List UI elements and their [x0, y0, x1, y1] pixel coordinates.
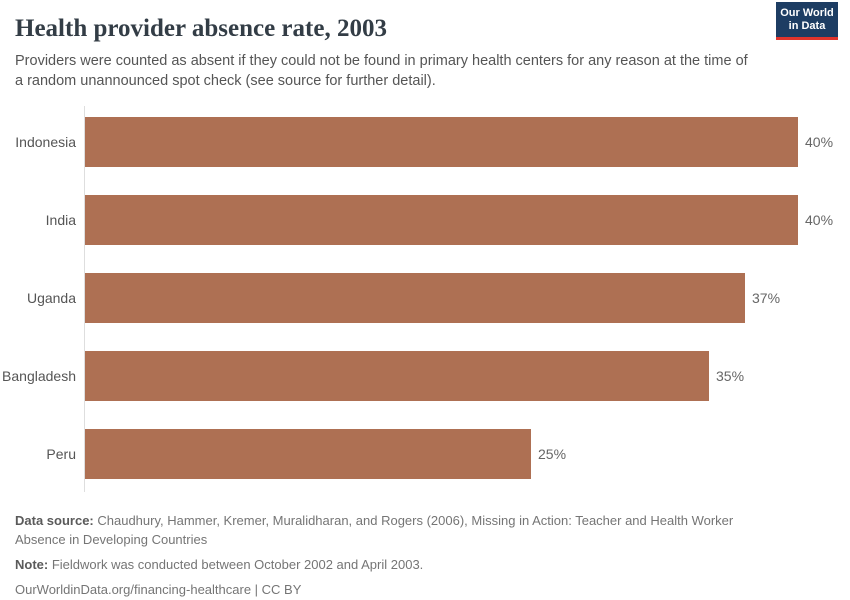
category-label: Indonesia — [15, 134, 76, 150]
value-label: 37% — [752, 290, 781, 306]
bar-row: Indonesia 40% — [0, 117, 850, 167]
chart-header: Health provider absence rate, 2003 Provi… — [15, 12, 835, 91]
page-subtitle: Providers were counted as absent if they… — [15, 53, 748, 89]
bar-row: India 40% — [0, 195, 850, 245]
citation-link[interactable]: OurWorldinData.org/financing-healthcare … — [15, 582, 302, 597]
bar[interactable] — [85, 273, 745, 323]
category-label: India — [45, 212, 76, 228]
value-label: 25% — [538, 446, 567, 462]
category-label: Bangladesh — [2, 368, 76, 384]
owid-logo-line1: Our World — [780, 6, 834, 19]
bar-row: Bangladesh 35% — [0, 351, 850, 401]
data-source-label: Data source: — [15, 513, 94, 528]
category-label: Uganda — [26, 290, 76, 306]
owid-logo-line2: in Data — [788, 19, 826, 32]
value-label: 35% — [716, 368, 745, 384]
value-label: 40% — [805, 212, 834, 228]
y-axis-line — [84, 106, 85, 492]
note-line: Note: Fieldwork was conducted between Oc… — [15, 555, 785, 574]
data-source-line: Data source: Chaudhury, Hammer, Kremer, … — [15, 511, 785, 549]
bar-row: Uganda 37% — [0, 273, 850, 323]
note-text: Fieldwork was conducted between October … — [48, 557, 424, 572]
chart-footer: Data source: Chaudhury, Hammer, Kremer, … — [15, 511, 785, 599]
owid-logo[interactable]: Our World in Data — [776, 2, 838, 40]
bar[interactable] — [85, 429, 531, 479]
data-source-text: Chaudhury, Hammer, Kremer, Muralidharan,… — [15, 513, 734, 547]
page-title: Health provider absence rate, 2003 — [15, 15, 387, 42]
note-label: Note: — [15, 557, 49, 572]
bar[interactable] — [85, 195, 798, 245]
bar-chart: Indonesia 40% India 40% Uganda 37% Bangladesh 3… — [0, 117, 850, 507]
bar[interactable] — [85, 351, 709, 401]
value-label: 40% — [805, 134, 834, 150]
bar[interactable] — [85, 117, 798, 167]
category-label: Peru — [46, 446, 76, 462]
bar-row: Peru 25% — [0, 429, 850, 479]
